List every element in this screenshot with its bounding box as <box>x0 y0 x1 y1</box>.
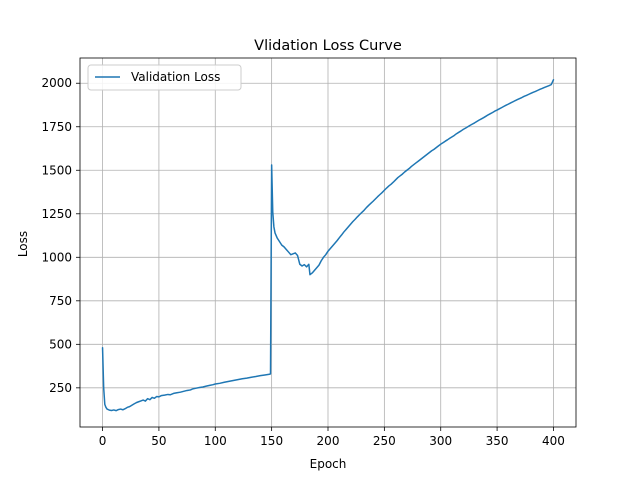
y-tick-label: 500 <box>49 337 72 351</box>
y-tick-label: 1500 <box>41 163 72 177</box>
grid-lines <box>80 58 576 427</box>
y-tick-label: 1000 <box>41 250 72 264</box>
x-tick-label: 150 <box>260 434 283 448</box>
series-line-validation-loss <box>101 79 555 412</box>
y-tick-label: 250 <box>49 381 72 395</box>
series-layer <box>101 79 555 412</box>
x-tick-label: 350 <box>486 434 509 448</box>
x-tick-label: 0 <box>99 434 107 448</box>
plot-frame <box>79 57 577 428</box>
x-tick-label: 300 <box>429 434 452 448</box>
y-tick-label: 1250 <box>41 207 72 221</box>
x-tick-label: 100 <box>204 434 227 448</box>
x-tick-label: 400 <box>542 434 565 448</box>
y-tick-label: 1750 <box>41 120 72 134</box>
x-axis-label: Epoch <box>310 457 347 471</box>
x-tick-label: 200 <box>317 434 340 448</box>
x-tick-label: 250 <box>373 434 396 448</box>
legend: Validation Loss <box>87 64 242 91</box>
y-axis-label: Loss <box>16 231 30 257</box>
axes: 0 50 100 150 200 250 300 350 400 250 500 750 1000 125… <box>41 57 577 448</box>
y-tick-label: 750 <box>49 294 72 308</box>
legend-box <box>87 64 242 91</box>
x-tick-label: 50 <box>151 434 166 448</box>
y-tick-label: 2000 <box>41 76 72 90</box>
chart-title: Vlidation Loss Curve <box>254 38 402 54</box>
legend-label-validation-loss: Validation Loss <box>131 70 220 84</box>
